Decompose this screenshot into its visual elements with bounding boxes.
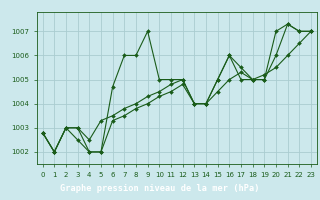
Text: Graphe pression niveau de la mer (hPa): Graphe pression niveau de la mer (hPa) — [60, 184, 260, 193]
